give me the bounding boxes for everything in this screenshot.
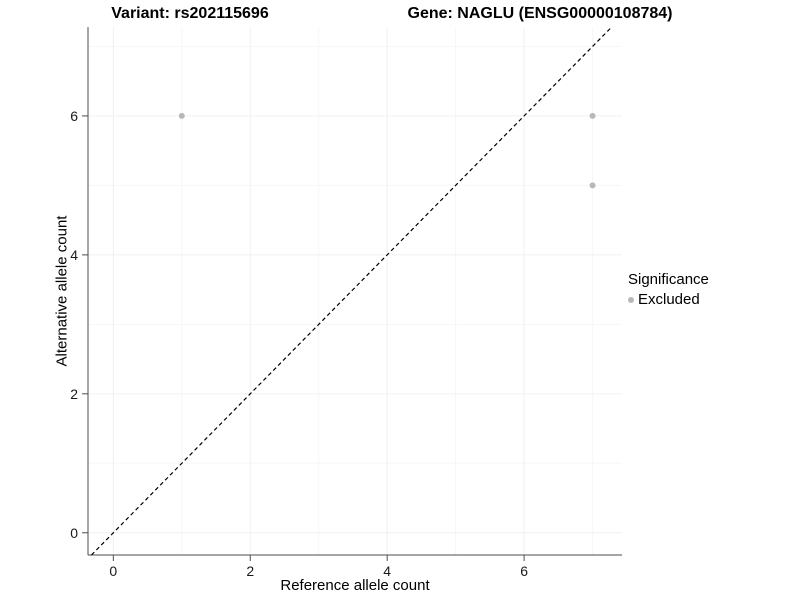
y-tick-label: 4 (70, 247, 78, 263)
data-point (589, 182, 596, 189)
x-axis-title: Reference allele count (280, 577, 430, 594)
legend-point-icon (628, 296, 634, 303)
legend-entry-label: Excluded (638, 291, 700, 308)
x-tick-label: 4 (383, 563, 391, 579)
x-tick-label: 6 (520, 563, 528, 579)
plot-title-gene: Gene: NAGLU (ENSG00000108784) (407, 5, 673, 22)
data-point (589, 112, 596, 119)
y-tick-label: 0 (70, 525, 78, 541)
y-tick-label: 6 (70, 108, 78, 124)
y-axis-title: Alternative allele count (53, 215, 71, 367)
legend-title: Significance (628, 271, 709, 288)
identity-reference-line (90, 26, 613, 556)
data-point (178, 112, 185, 119)
y-tick-label: 2 (70, 386, 78, 402)
legend-entry-excluded: Excluded (628, 291, 709, 308)
plot-title-variant: Variant: rs202115696 (111, 5, 269, 22)
x-tick-label: 0 (109, 563, 117, 579)
x-tick-label: 2 (246, 563, 254, 579)
legend: Significance Excluded (628, 271, 709, 308)
